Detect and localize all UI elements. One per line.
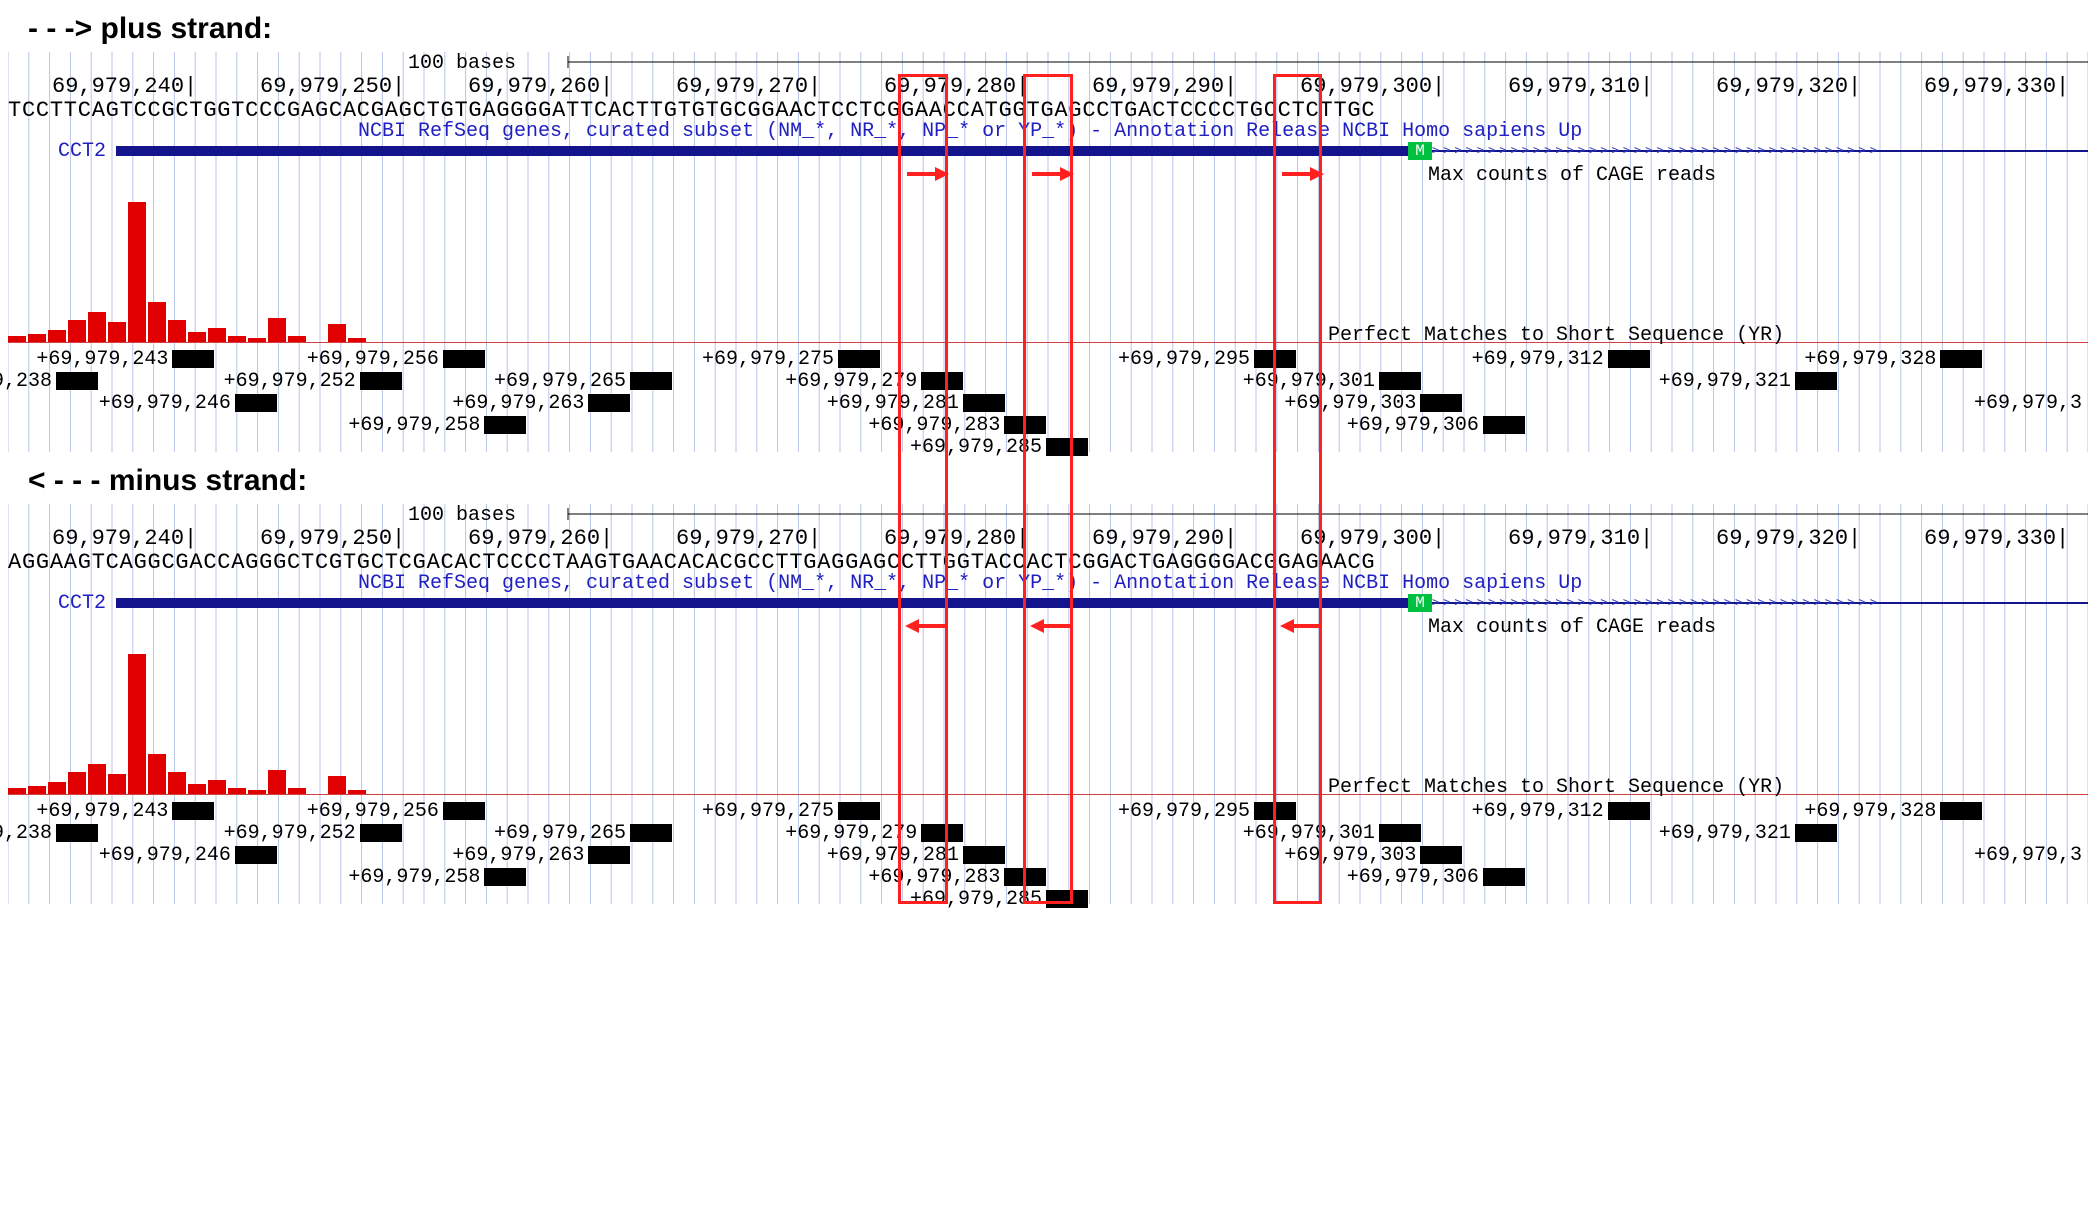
match-item: +69,979,263 (452, 844, 630, 867)
match-item: +69,979,321 (1659, 370, 1837, 393)
matches-track-label: Perfect Matches to Short Sequence (YR) (1328, 324, 1784, 347)
refseq-track-label: NCBI RefSeq genes, curated subset (NM_*,… (358, 120, 1582, 143)
match-item: +69,979,243 (36, 800, 214, 823)
highlight-box (898, 74, 948, 904)
start-codon-marker: M (1408, 142, 1432, 160)
match-item: +69,979,328 (1804, 348, 1982, 371)
ruler-tick: 69,979,260| (468, 526, 613, 551)
match-item: +69,979,321 (1659, 822, 1837, 845)
match-item: +69,979,275 (702, 348, 880, 371)
gene-bar (116, 598, 1408, 608)
ruler-tick: 69,979,310| (1508, 74, 1653, 99)
ruler-tick: 69,979,270| (676, 74, 821, 99)
match-item: +69,979,256 (307, 348, 485, 371)
match-item: +69,979,306 (1347, 866, 1525, 889)
match-item: +69,979,283 (868, 866, 1046, 889)
ruler-tick: 69,979,250| (260, 74, 405, 99)
gene-direction-line (1432, 150, 2088, 152)
ruler-tick: 69,979,320| (1716, 74, 1861, 99)
match-item: +69,979,3 (1974, 844, 2082, 867)
ruler-tick: 69,979,240| (52, 526, 197, 551)
match-item: +69,979,252 (224, 370, 402, 393)
match-item: +69,979,258 (348, 414, 526, 437)
ruler-tick: 69,979,250| (260, 526, 405, 551)
ruler-tick: 69,979,330| (1924, 526, 2069, 551)
ruler-tick: 69,979,320| (1716, 526, 1861, 551)
gene-direction-line (1432, 602, 2088, 604)
match-item: +69,979,328 (1804, 800, 1982, 823)
match-item: +69,979,252 (224, 822, 402, 845)
match-item: +69,979,265 (494, 822, 672, 845)
match-item: +69,979,301 (1243, 822, 1421, 845)
match-item: +69,979,3 (1974, 392, 2082, 415)
match-item: 979,238 (0, 822, 98, 845)
match-item: +69,979,283 (868, 414, 1046, 437)
gene-label: CCT2 (58, 592, 106, 615)
ruler-tick: 69,979,260| (468, 74, 613, 99)
match-item: +69,979,301 (1243, 370, 1421, 393)
match-item: +69,979,312 (1472, 348, 1650, 371)
match-item: +69,979,275 (702, 800, 880, 823)
highlight-box (1273, 74, 1323, 904)
match-item: +69,979,306 (1347, 414, 1525, 437)
match-item: +69,979,246 (99, 844, 277, 867)
highlight-box (1023, 74, 1073, 904)
strand-direction-arrow (905, 164, 949, 189)
strand-direction-arrow (1280, 164, 1324, 189)
match-item: +69,979,312 (1472, 800, 1650, 823)
ruler-tick: 69,979,290| (1092, 526, 1237, 551)
gene-label: CCT2 (58, 140, 106, 163)
match-item: +69,979,243 (36, 348, 214, 371)
ruler-tick: 69,979,290| (1092, 74, 1237, 99)
ruler-tick: 69,979,240| (52, 74, 197, 99)
strand-direction-arrow (1280, 616, 1324, 641)
strand-direction-arrow (1030, 616, 1074, 641)
match-item: +69,979,258 (348, 866, 526, 889)
match-item: +69,979,265 (494, 370, 672, 393)
strand-direction-arrow (905, 616, 949, 641)
refseq-track-label: NCBI RefSeq genes, curated subset (NM_*,… (358, 572, 1582, 595)
match-item: +69,979,256 (307, 800, 485, 823)
start-codon-marker: M (1408, 594, 1432, 612)
strand-direction-arrow (1030, 164, 1074, 189)
ruler-tick: 69,979,270| (676, 526, 821, 551)
match-item: +69,979,246 (99, 392, 277, 415)
match-item: +69,979,295 (1118, 348, 1296, 371)
match-item: +69,979,295 (1118, 800, 1296, 823)
match-item: 979,238 (0, 370, 98, 393)
ruler-tick: 69,979,330| (1924, 74, 2069, 99)
plus-strand-label: - - -> plus strand: (28, 12, 2094, 46)
ruler-tick: 69,979,310| (1508, 526, 1653, 551)
matches-track-label: Perfect Matches to Short Sequence (YR) (1328, 776, 1784, 799)
match-item: +69,979,263 (452, 392, 630, 415)
gene-bar (116, 146, 1408, 156)
